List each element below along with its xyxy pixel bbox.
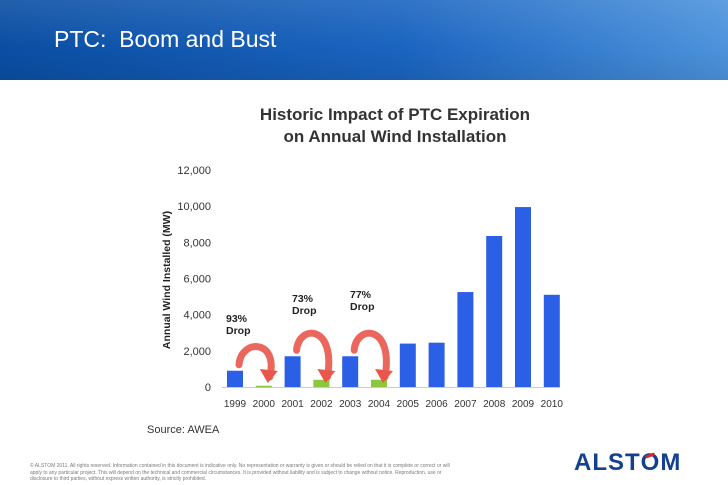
x-tick-label: 2006: [425, 399, 448, 410]
x-tick-label: 1999: [224, 399, 247, 410]
x-tick-label: 2010: [541, 399, 564, 410]
bar-2010: [543, 294, 560, 387]
x-tick-label: 2000: [253, 399, 276, 410]
logo-text-start: ALST: [574, 449, 641, 476]
source-note: Source: AWEA: [147, 424, 220, 436]
header-bar: PTC: Boom and Bust: [0, 0, 728, 80]
bar-2006: [428, 342, 445, 387]
drop-percent: 93%: [226, 313, 248, 325]
y-tick-label: 2,000: [183, 346, 211, 358]
x-tick-label: 2004: [368, 399, 391, 410]
chart-title-line-2: on Annual Wind Installation: [283, 127, 507, 146]
chart-title: Historic Impact of PTC Expiration on Ann…: [200, 104, 590, 148]
drop-arrow: [235, 343, 275, 381]
x-tick-label: 2008: [483, 399, 506, 410]
alstom-logo: ALSTOM: [574, 449, 681, 477]
bar-2009: [515, 207, 531, 387]
chart-title-line-1: Historic Impact of PTC Expiration: [259, 105, 531, 124]
header-shine: [0, 0, 728, 80]
bar-2001: [284, 356, 301, 387]
logo-text-end: M: [660, 449, 682, 476]
y-tick-label: 8,000: [183, 237, 211, 249]
drop-label: Drop: [226, 325, 251, 337]
drop-arrowhead: [317, 369, 336, 383]
drop-arrowhead: [375, 369, 393, 383]
slide-title: PTC: Boom and Bust: [54, 26, 277, 52]
x-tick-label: 2002: [310, 399, 333, 410]
y-tick-label: 12,000: [177, 165, 211, 177]
bar-1999: [227, 370, 243, 387]
x-tick-label: 2001: [281, 399, 304, 410]
drop-label: Drop: [292, 305, 317, 317]
x-tick-label: 2005: [397, 399, 420, 410]
y-tick-label: 10,000: [177, 201, 211, 213]
y-tick-label: 6,000: [183, 274, 211, 286]
bar-2005: [399, 343, 416, 387]
x-tick-label: 2009: [512, 399, 535, 410]
drop-label: Drop: [350, 301, 375, 313]
bar-2000: [255, 385, 272, 388]
x-tick-label: 2003: [339, 399, 362, 410]
legal-footer: © ALSTOM 2011. All rights reserved. Info…: [30, 463, 450, 482]
bar-2008: [486, 236, 503, 387]
bar-2007: [457, 292, 474, 387]
x-tick-label: 2007: [454, 399, 477, 410]
drop-arrowhead: [259, 369, 278, 383]
drop-percent: 73%: [292, 293, 314, 305]
logo-o-letter: O: [640, 449, 661, 476]
y-tick-label: 4,000: [183, 310, 211, 322]
drop-arrow: [293, 329, 333, 381]
drop-percent: 77%: [350, 289, 372, 301]
bar-2004: [371, 379, 387, 387]
drop-arrow: [350, 329, 390, 381]
bar-2002: [313, 379, 330, 387]
bar-2003: [342, 356, 359, 387]
y-axis-label: Annual Wind Installed (MW): [161, 211, 173, 349]
y-tick-label: 0: [205, 382, 211, 394]
